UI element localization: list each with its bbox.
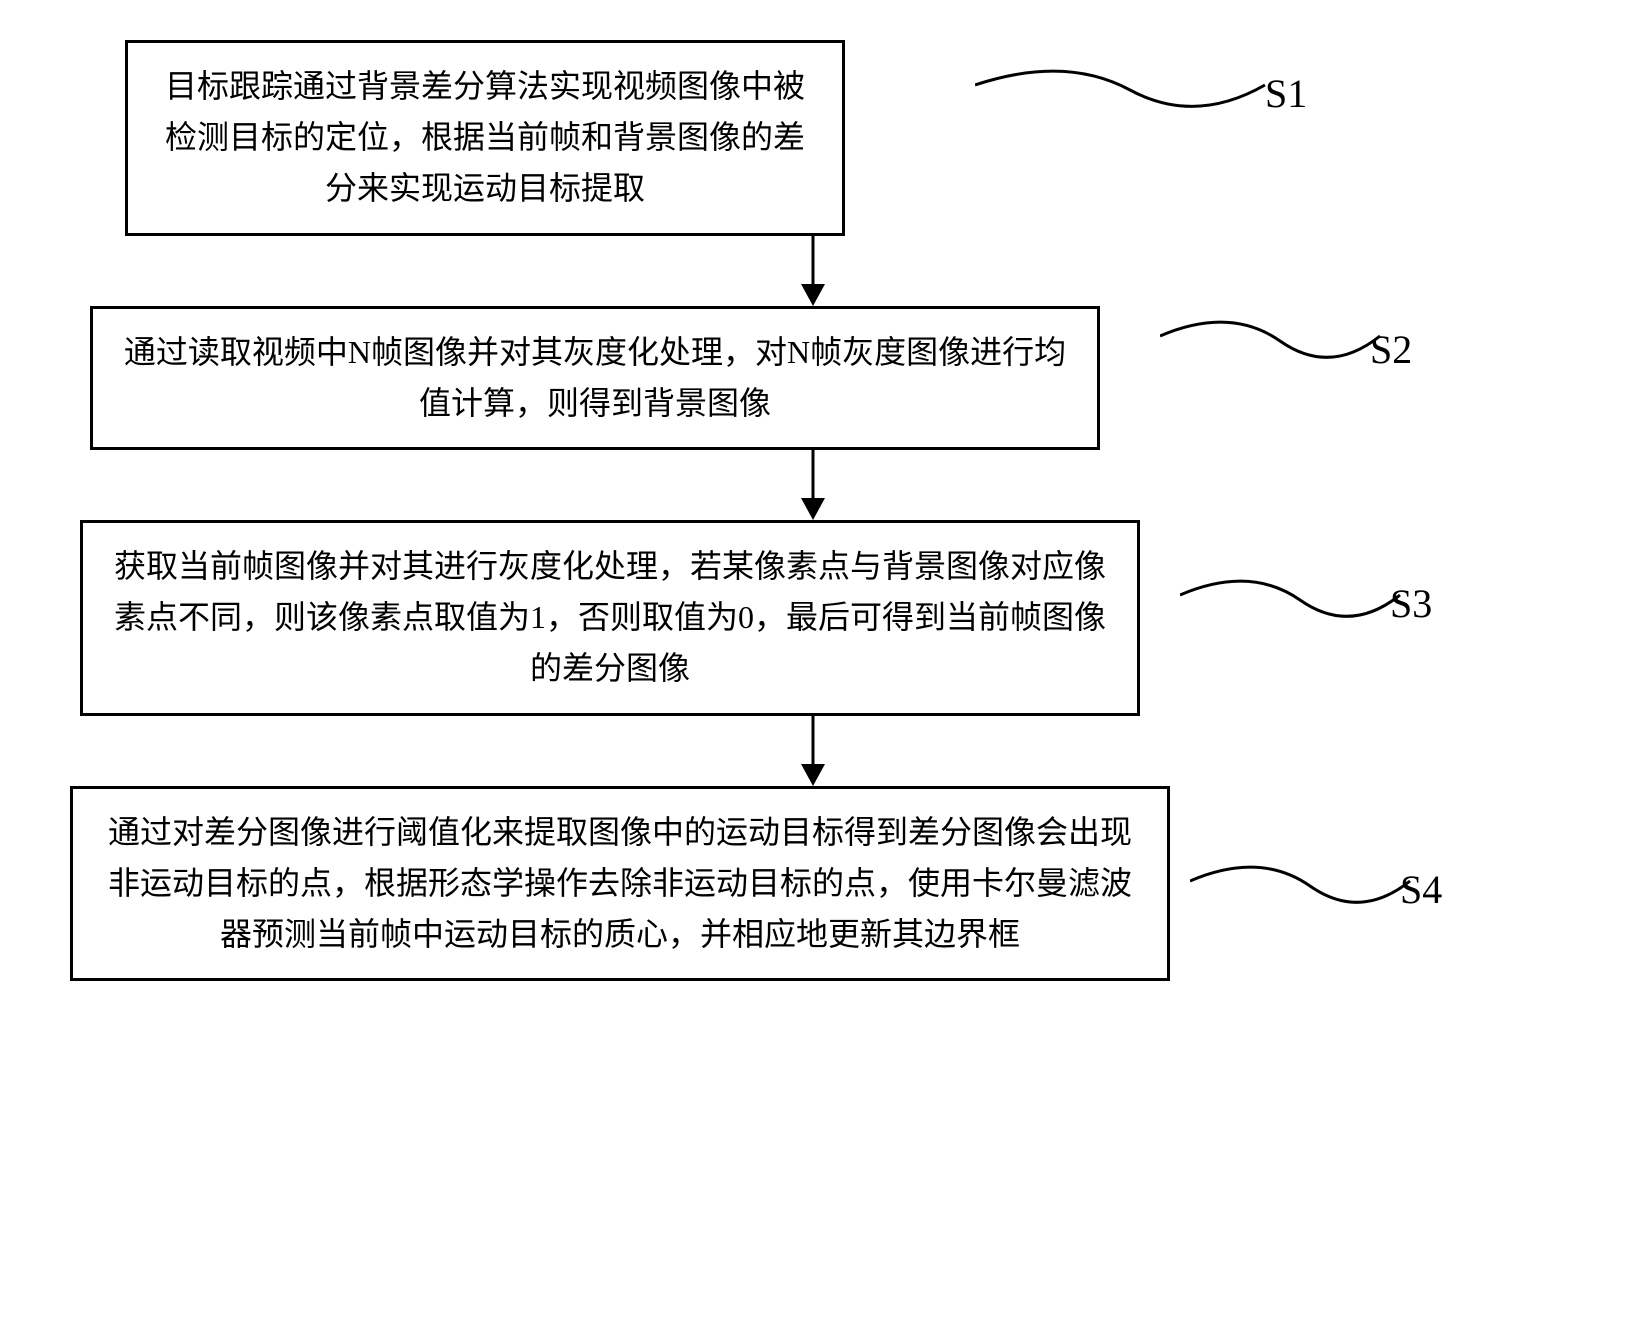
- step-text-s2: 通过读取视频中N帧图像并对其灰度化处理，对N帧灰度图像进行均值计算，则得到背景图…: [124, 334, 1066, 421]
- step-box-s2: 通过读取视频中N帧图像并对其灰度化处理，对N帧灰度图像进行均值计算，则得到背景图…: [90, 306, 1100, 450]
- step-label-s2: S2: [1370, 326, 1412, 373]
- step-label-s1: S1: [1265, 70, 1307, 117]
- step-label-s3: S3: [1390, 580, 1432, 627]
- step-row-s1: 目标跟踪通过背景差分算法实现视频图像中被检测目标的定位，根据当前帧和背景图像的差…: [125, 40, 1626, 236]
- step-text-s1: 目标跟踪通过背景差分算法实现视频图像中被检测目标的定位，根据当前帧和背景图像的差…: [165, 68, 805, 206]
- flowchart-container: 目标跟踪通过背景差分算法实现视频图像中被检测目标的定位，根据当前帧和背景图像的差…: [60, 40, 1566, 981]
- step-text-s3: 获取当前帧图像并对其进行灰度化处理，若某像素点与背景图像对应像素点不同，则该像素…: [114, 548, 1106, 686]
- step-text-s4: 通过对差分图像进行阈值化来提取图像中的运动目标得到差分图像会出现非运动目标的点，…: [108, 814, 1132, 952]
- step-row-s4: 通过对差分图像进行阈值化来提取图像中的运动目标得到差分图像会出现非运动目标的点，…: [70, 786, 1576, 982]
- arrow-icon: [793, 716, 833, 786]
- arrow-s2-s3: [60, 450, 1566, 520]
- arrow-s1-s2: [60, 236, 1566, 306]
- step-row-s2: 通过读取视频中N帧图像并对其灰度化处理，对N帧灰度图像进行均值计算，则得到背景图…: [90, 306, 1596, 450]
- step-label-s4: S4: [1400, 866, 1442, 913]
- step-box-s3: 获取当前帧图像并对其进行灰度化处理，若某像素点与背景图像对应像素点不同，则该像素…: [80, 520, 1140, 716]
- arrow-icon: [793, 236, 833, 306]
- arrow-s3-s4: [60, 716, 1566, 786]
- step-box-s1: 目标跟踪通过背景差分算法实现视频图像中被检测目标的定位，根据当前帧和背景图像的差…: [125, 40, 845, 236]
- arrow-icon: [793, 450, 833, 520]
- step-box-s4: 通过对差分图像进行阈值化来提取图像中的运动目标得到差分图像会出现非运动目标的点，…: [70, 786, 1170, 982]
- step-row-s3: 获取当前帧图像并对其进行灰度化处理，若某像素点与背景图像对应像素点不同，则该像素…: [80, 520, 1586, 716]
